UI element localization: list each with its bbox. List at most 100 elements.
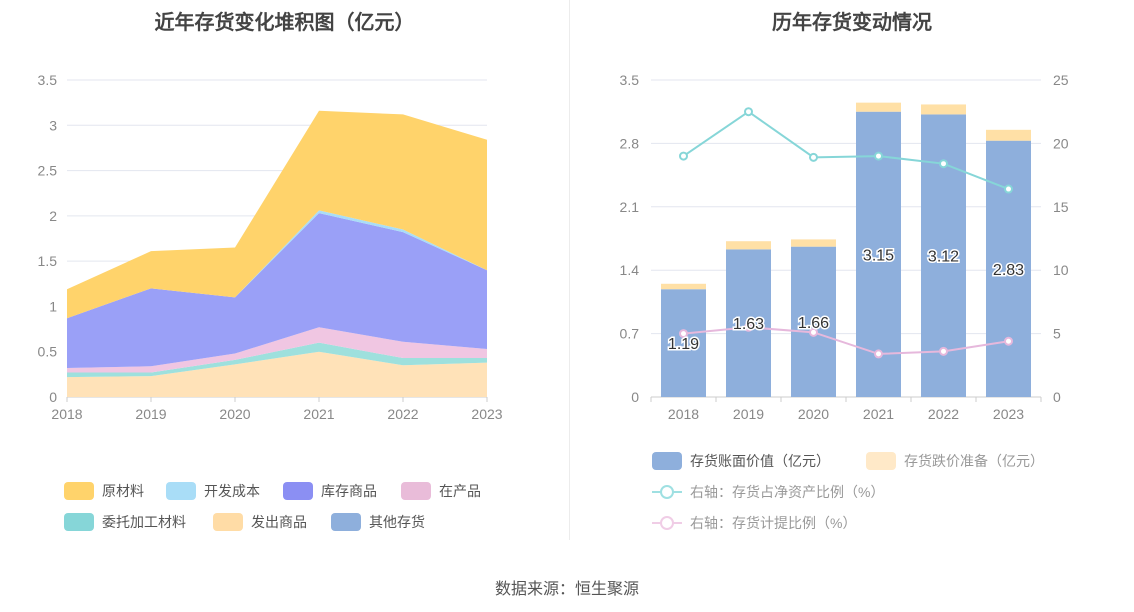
line-series-1 xyxy=(683,326,1009,355)
legend-label: 委托加工材料 xyxy=(102,514,186,530)
x-tick-label: 2020 xyxy=(219,406,250,422)
line-point xyxy=(939,159,948,169)
legend-label: 库存商品 xyxy=(321,483,377,499)
legend-label: 发出商品 xyxy=(251,514,307,530)
left-chart-title: 近年存货变化堆积图（亿元） xyxy=(154,12,415,34)
y-tick-label: 2.8 xyxy=(620,135,640,151)
legend-swatch xyxy=(331,513,361,531)
legend-item-inventory-ratio[interactable]: 右轴：存货占净资产比例（%） xyxy=(652,482,884,502)
legend-label: 其他存货 xyxy=(369,514,425,530)
area-series-委托加工材料 xyxy=(67,342,487,378)
line-point xyxy=(744,322,753,332)
bar-data-label: 2.83 xyxy=(993,262,1024,279)
area-series-发出商品 xyxy=(67,351,487,397)
x-tick-label: 2022 xyxy=(387,406,418,422)
y-tick-label: 0.5 xyxy=(38,344,58,360)
y2-tick-label: 10 xyxy=(1053,262,1069,278)
legend-label: 存货跌价准备（亿元） xyxy=(904,453,1044,469)
legend-item-work-in-progress[interactable]: 在产品 xyxy=(401,481,481,501)
legend-label: 存货账面价值（亿元） xyxy=(690,453,830,469)
line-point xyxy=(874,151,883,161)
y-tick-label: 2 xyxy=(49,208,57,224)
legend-item-finished-goods[interactable]: 库存商品 xyxy=(283,481,377,501)
legend-item-consigned-materials[interactable]: 委托加工材料 xyxy=(64,512,186,532)
line-point xyxy=(809,152,818,162)
line-point xyxy=(1004,336,1013,346)
y2-tick-label: 25 xyxy=(1053,72,1069,88)
bar-impairment xyxy=(856,102,901,112)
x-tick-label: 2021 xyxy=(303,406,334,422)
legend-item-development-cost[interactable]: 开发成本 xyxy=(166,481,260,501)
line-series-0 xyxy=(682,110,1009,190)
bar-impairment xyxy=(791,239,836,247)
x-tick-label: 2020 xyxy=(798,406,829,422)
line-point xyxy=(809,327,818,337)
area-series-原材料 xyxy=(67,110,487,319)
bar-impairment xyxy=(986,129,1031,141)
bar-data-label: 1.63 xyxy=(733,316,764,333)
x-tick-label: 2021 xyxy=(863,406,894,422)
legend-item-book-value[interactable]: 存货账面价值（亿元） xyxy=(652,451,830,471)
x-tick-label: 2023 xyxy=(471,406,502,422)
data-source: 数据来源：恒生聚源 xyxy=(494,581,639,598)
legend-item-provision-ratio[interactable]: 右轴：存货计提比例（%） xyxy=(652,513,856,533)
legend-label: 右轴：存货计提比例（%） xyxy=(690,515,857,531)
y-tick-label: 1.4 xyxy=(620,262,640,278)
legend-line-marker xyxy=(652,483,682,501)
legend-label: 在产品 xyxy=(439,483,481,499)
y-tick-label: 2.1 xyxy=(620,199,640,215)
x-tick-label: 2018 xyxy=(51,406,82,422)
legend-label: 开发成本 xyxy=(204,483,260,499)
y-tick-label: 1 xyxy=(49,298,57,314)
panel-divider xyxy=(569,0,570,540)
x-tick-label: 2019 xyxy=(135,406,166,422)
legend-swatch xyxy=(866,452,896,470)
legend-line-marker xyxy=(652,514,682,532)
line-point xyxy=(939,346,948,356)
y-tick-label: 3.5 xyxy=(620,72,640,88)
y-tick-label: 2.5 xyxy=(38,163,58,179)
y-tick-label: 0 xyxy=(631,389,639,405)
x-tick-label: 2022 xyxy=(928,406,959,422)
legend-swatch xyxy=(401,482,431,500)
y-tick-label: 0.7 xyxy=(620,326,640,342)
legend-item-impairment[interactable]: 存货跌价准备（亿元） xyxy=(866,451,1044,471)
legend-label: 右轴：存货占净资产比例（%） xyxy=(690,484,885,500)
bar-impairment xyxy=(921,104,966,115)
legend-swatch xyxy=(283,482,313,500)
bar-impairment xyxy=(726,241,771,250)
bar-line-chart: 0 0.7 1.4 2.1 2.8 3.5 0 5 10 15 20 25 2018 2019 2020 20… xyxy=(620,72,1069,422)
legend-swatch xyxy=(652,452,682,470)
legend-item-goods-shipped[interactable]: 发出商品 xyxy=(213,512,307,532)
stacked-area-chart: 0 0.5 1 1.5 2 2.5 3 3.5 2018 2019 2020 2021 2022 2023 xyxy=(38,72,503,422)
bar-data-label: 3.15 xyxy=(863,247,894,264)
y-tick-label: 3.5 xyxy=(38,72,58,88)
y2-tick-label: 15 xyxy=(1053,199,1069,215)
x-tick-label: 2023 xyxy=(993,406,1024,422)
area-series-在产品 xyxy=(67,327,487,373)
legend-label: 原材料 xyxy=(102,483,144,499)
y2-tick-label: 0 xyxy=(1053,389,1061,405)
y2-tick-label: 20 xyxy=(1053,135,1069,151)
y2-tick-label: 5 xyxy=(1053,326,1061,342)
x-tick-label: 2019 xyxy=(733,406,764,422)
y-tick-label: 0 xyxy=(49,389,57,405)
legend-item-raw-materials[interactable]: 原材料 xyxy=(64,481,144,501)
bar-data-label: 1.19 xyxy=(668,336,699,353)
bar-impairment xyxy=(661,283,706,290)
legend-swatch xyxy=(213,513,243,531)
line-point xyxy=(679,329,688,339)
y-tick-label: 1.5 xyxy=(38,253,58,269)
area-series-库存商品 xyxy=(67,213,487,369)
bar-data-label: 1.66 xyxy=(798,315,829,332)
line-point xyxy=(874,349,883,359)
bar-book-value xyxy=(791,246,836,397)
y-tick-label: 3 xyxy=(49,117,57,133)
line-point xyxy=(744,107,753,117)
legend-swatch xyxy=(166,482,196,500)
legend-item-other-inventory[interactable]: 其他存货 xyxy=(331,512,425,532)
bar-book-value xyxy=(661,289,706,397)
x-tick-label: 2018 xyxy=(668,406,699,422)
line-point xyxy=(1004,184,1013,194)
legend-swatch xyxy=(64,513,94,531)
